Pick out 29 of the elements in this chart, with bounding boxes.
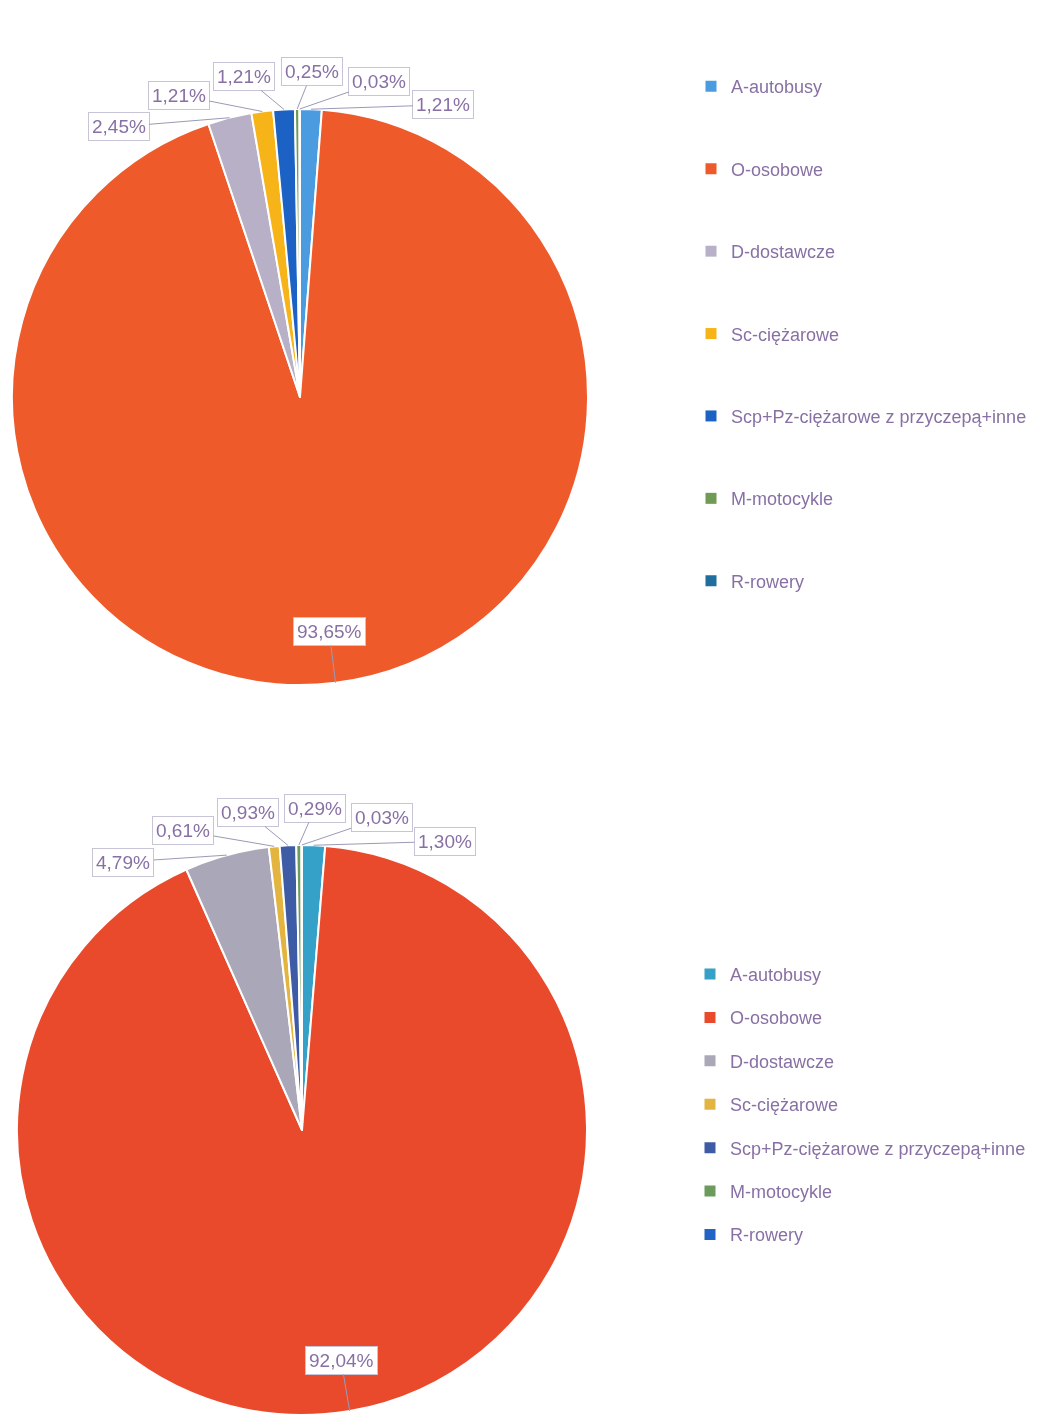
- legend-label: O-osobowe: [731, 159, 824, 180]
- legend-label: M-motocykle: [731, 489, 834, 510]
- data-label: 1,21%: [152, 85, 206, 106]
- data-label: 0,03%: [352, 71, 406, 92]
- data-label: 0,93%: [221, 802, 275, 823]
- legend-label: M-motocykle: [730, 1182, 833, 1203]
- legend-label: R-rowery: [731, 571, 805, 592]
- legend-label: D-dostawcze: [731, 242, 836, 263]
- data-label: 0,61%: [156, 820, 210, 841]
- legend-label: R-rowery: [730, 1225, 804, 1246]
- data-label: 2,45%: [92, 116, 146, 137]
- pie-slice: [207, 112, 301, 398]
- legend-label: A-autobusy: [731, 77, 823, 98]
- legend-label: O-osobowe: [730, 1008, 823, 1029]
- data-label: 92,04%: [309, 1350, 374, 1371]
- data-label: 4,79%: [96, 852, 150, 873]
- data-label: 93,65%: [297, 621, 362, 642]
- legend-label: Sc-ciężarowe: [731, 324, 840, 345]
- data-label: 0,29%: [288, 798, 342, 819]
- legend-label: A-autobusy: [730, 965, 822, 986]
- data-label: 1,30%: [418, 831, 472, 852]
- data-label: 0,03%: [355, 807, 409, 828]
- data-label: 1,21%: [217, 66, 271, 87]
- legend-label: D-dostawcze: [730, 1051, 835, 1072]
- legend-label: Sc-ciężarowe: [730, 1095, 839, 1116]
- legend-label: Scp+Pz-ciężarowe z przyczepą+inne: [730, 1138, 1026, 1159]
- data-label: 0,25%: [285, 61, 339, 82]
- legend-label: Scp+Pz-ciężarowe z przyczepą+inne: [731, 406, 1027, 427]
- data-label: 1,21%: [416, 94, 470, 115]
